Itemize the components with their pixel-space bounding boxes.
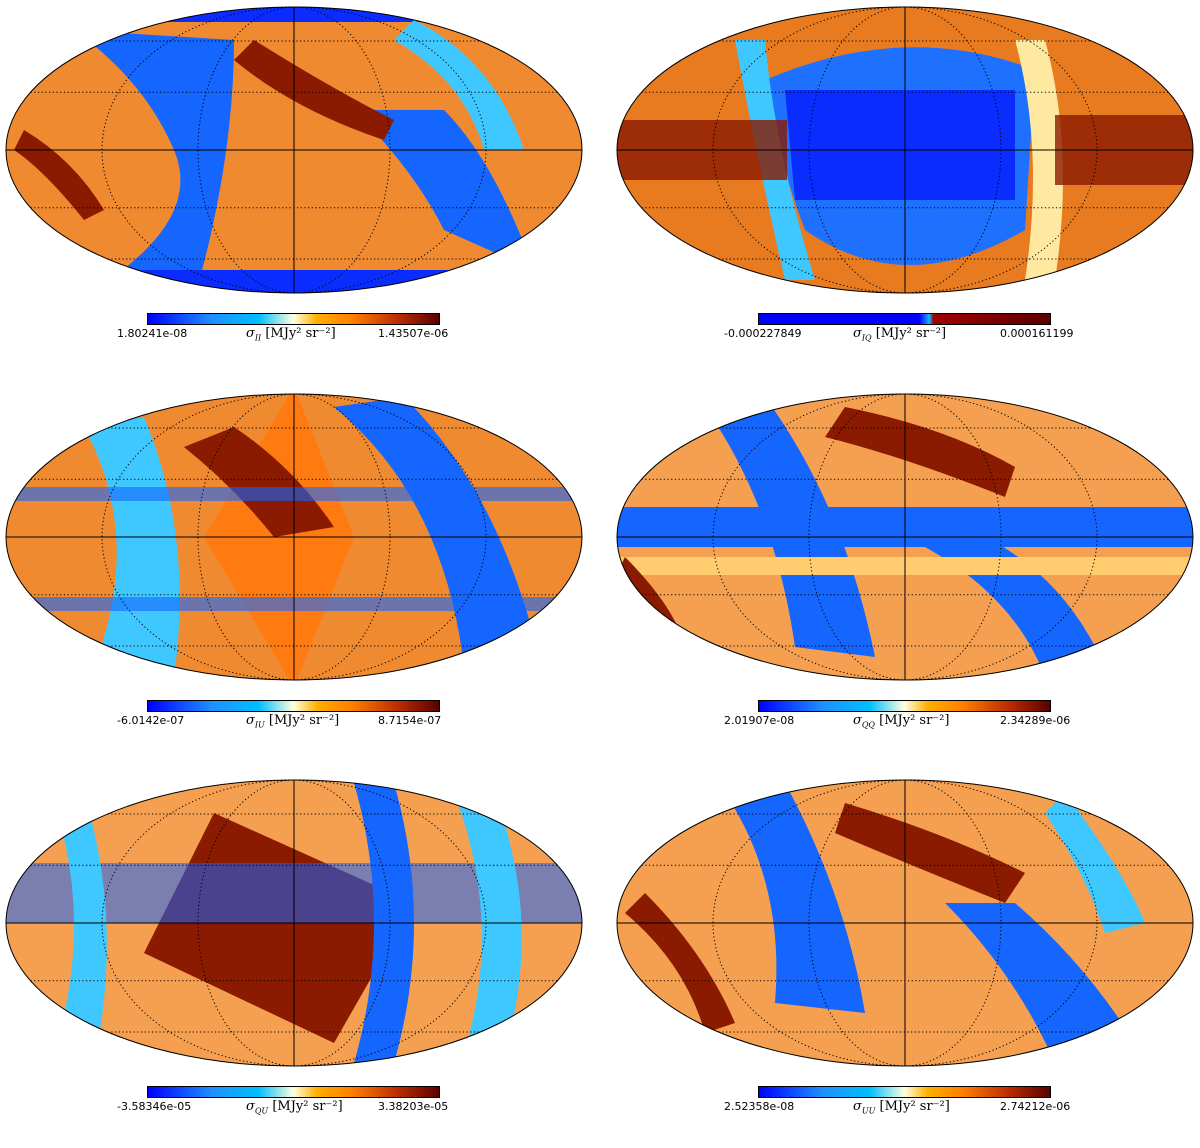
colorbar xyxy=(758,313,1051,325)
map-feature xyxy=(54,793,107,1063)
colorbar xyxy=(147,1086,440,1098)
colorbar-max-label: 2.34289e-06 xyxy=(1000,714,1071,727)
map-outline xyxy=(616,6,1194,294)
map-feature xyxy=(1015,40,1063,280)
colorbar-min-label: -3.58346e-05 xyxy=(117,1100,192,1113)
map-feature xyxy=(835,803,1025,903)
colorbar-min-label: 1.80241e-08 xyxy=(117,327,188,340)
map-outline xyxy=(5,6,583,294)
map-outline xyxy=(5,393,583,681)
map-outline xyxy=(616,393,1194,681)
mollweide-map xyxy=(5,393,583,681)
map-feature xyxy=(825,407,1015,497)
mollweide-map xyxy=(5,779,583,1067)
colorbar-min-label: -0.000227849 xyxy=(724,327,802,340)
colorbar-min-label: 2.52358e-08 xyxy=(724,1100,795,1113)
map-panel-iq: -0.000227849 σIQ [MJy² sr⁻²] 0.000161199 xyxy=(0,0,1194,375)
colorbar xyxy=(147,313,440,325)
colorbar-min-label: -6.0142e-07 xyxy=(117,714,185,727)
colorbar-title: σIU [MJy² sr⁻²] xyxy=(246,713,340,730)
colorbar-min-label: 2.01907e-08 xyxy=(724,714,795,727)
map-feature xyxy=(625,893,735,1033)
map-feature xyxy=(14,130,104,220)
map-feature xyxy=(725,783,865,1013)
colorbar-max-label: 8.7154e-07 xyxy=(378,714,442,727)
map-feature xyxy=(394,20,524,150)
colorbar-title: σII [MJy² sr⁻²] xyxy=(246,326,336,343)
mollweide-map xyxy=(616,393,1194,681)
colorbar-max-label: 1.43507e-06 xyxy=(378,327,449,340)
mollweide-map xyxy=(5,6,583,294)
map-panel-qu: -3.58346e-05 σQU [MJy² sr⁻²] 3.38203e-05 xyxy=(0,773,600,1148)
map-outline xyxy=(5,779,583,1067)
colorbar xyxy=(758,1086,1051,1098)
mollweide-map xyxy=(616,779,1194,1067)
map-feature xyxy=(234,40,394,140)
map-feature xyxy=(184,427,334,537)
map-panel-uu: 2.52358e-08 σUU [MJy² sr⁻²] 2.74212e-06 xyxy=(0,773,1194,1148)
colorbar-title: σIQ [MJy² sr⁻²] xyxy=(853,326,947,343)
map-feature xyxy=(705,397,875,657)
colorbar-title: σQQ [MJy² sr⁻²] xyxy=(853,713,950,730)
map-outline xyxy=(616,779,1194,1067)
colorbar xyxy=(758,700,1051,712)
colorbar-max-label: 0.000161199 xyxy=(1000,327,1074,340)
map-panel-ii: 1.80241e-08 σII [MJy² sr⁻²] 1.43507e-06 xyxy=(0,0,600,375)
colorbar-title: σUU [MJy² sr⁻²] xyxy=(853,1099,950,1116)
colorbar-title: σQU [MJy² sr⁻²] xyxy=(246,1099,343,1116)
map-panel-iu: -6.0142e-07 σIU [MJy² sr⁻²] 8.7154e-07 xyxy=(0,387,600,762)
mollweide-map xyxy=(616,6,1194,294)
map-feature xyxy=(945,903,1135,1063)
colorbar-max-label: 3.38203e-05 xyxy=(378,1100,449,1113)
map-feature xyxy=(74,30,234,293)
colorbar xyxy=(147,700,440,712)
map-feature xyxy=(785,90,1015,200)
map-feature xyxy=(1045,793,1145,933)
map-panel-qq: 2.01907e-08 σQQ [MJy² sr⁻²] 2.34289e-06 xyxy=(0,387,1194,762)
map-feature xyxy=(84,417,180,677)
colorbar-max-label: 2.74212e-06 xyxy=(1000,1100,1071,1113)
